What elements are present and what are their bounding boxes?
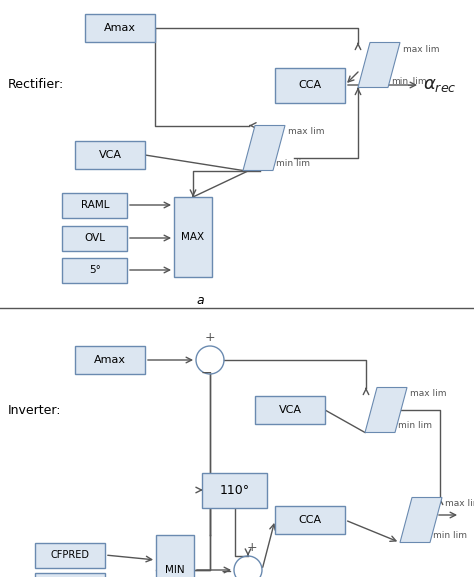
Text: $\alpha_{rec}$: $\alpha_{rec}$ bbox=[423, 76, 456, 94]
Text: VCA: VCA bbox=[279, 405, 301, 415]
Bar bbox=[275, 68, 345, 103]
Text: RAML: RAML bbox=[81, 200, 109, 210]
Text: Amax: Amax bbox=[94, 355, 126, 365]
Bar bbox=[35, 572, 105, 577]
Bar bbox=[156, 535, 194, 577]
Text: MAX: MAX bbox=[182, 232, 205, 242]
Bar bbox=[85, 14, 155, 42]
Text: min lim: min lim bbox=[276, 159, 310, 168]
Text: MIN: MIN bbox=[165, 565, 185, 575]
Text: a: a bbox=[196, 294, 204, 306]
Text: CCA: CCA bbox=[299, 515, 321, 525]
Bar bbox=[63, 226, 128, 250]
Text: 5°: 5° bbox=[89, 265, 101, 275]
Text: Amax: Amax bbox=[104, 23, 136, 33]
Text: 110°: 110° bbox=[220, 484, 250, 496]
Bar bbox=[275, 506, 345, 534]
Text: max lim: max lim bbox=[288, 128, 325, 137]
Text: OVL: OVL bbox=[84, 233, 106, 243]
Bar bbox=[63, 257, 128, 283]
Bar bbox=[174, 197, 212, 277]
Bar bbox=[255, 396, 325, 424]
Bar bbox=[202, 473, 267, 508]
Text: CFPRED: CFPRED bbox=[51, 550, 90, 560]
Text: −: − bbox=[220, 565, 232, 577]
Polygon shape bbox=[400, 497, 442, 542]
Text: +: + bbox=[205, 331, 215, 344]
Text: −: − bbox=[200, 366, 212, 380]
Text: CCA: CCA bbox=[299, 80, 321, 90]
Bar bbox=[63, 193, 128, 218]
Text: min lim: min lim bbox=[433, 531, 467, 541]
Bar bbox=[75, 346, 145, 374]
Text: Rectifier:: Rectifier: bbox=[8, 78, 64, 92]
Text: max lim: max lim bbox=[403, 44, 439, 54]
Text: max lim: max lim bbox=[445, 500, 474, 508]
Text: min_lim: min_lim bbox=[391, 77, 427, 85]
Polygon shape bbox=[365, 388, 407, 433]
Text: Inverter:: Inverter: bbox=[8, 403, 62, 417]
Text: min lim: min lim bbox=[398, 422, 432, 430]
Polygon shape bbox=[358, 43, 400, 88]
Text: +: + bbox=[246, 541, 257, 554]
Text: VCA: VCA bbox=[99, 150, 121, 160]
Bar bbox=[75, 141, 145, 169]
Bar bbox=[35, 542, 105, 568]
Polygon shape bbox=[243, 126, 285, 170]
Text: max lim: max lim bbox=[410, 389, 447, 399]
